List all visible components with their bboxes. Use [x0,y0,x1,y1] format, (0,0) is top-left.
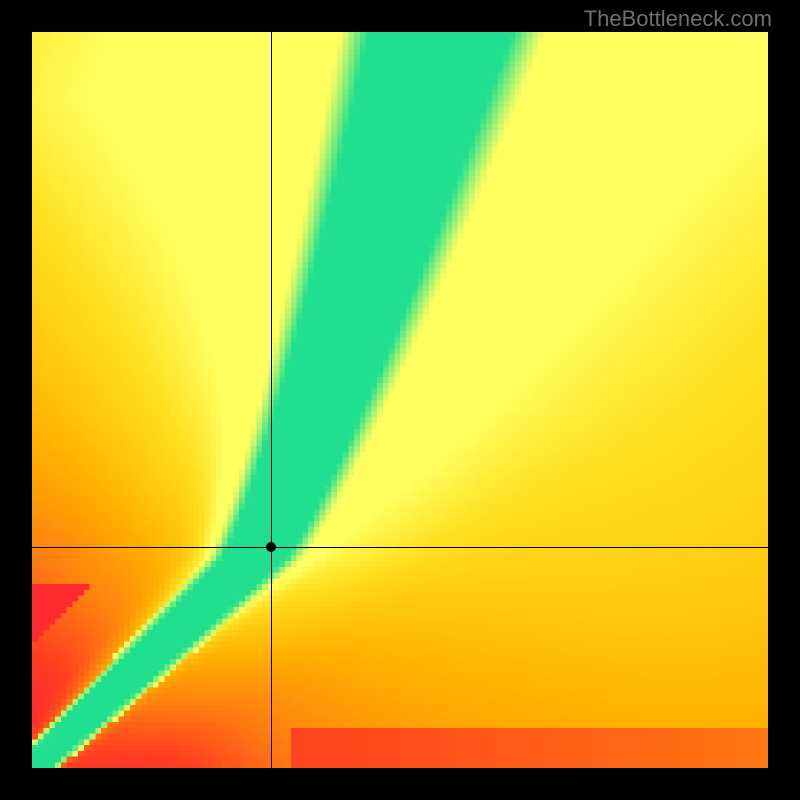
attribution-text: TheBottleneck.com [584,6,772,32]
crosshair-horizontal [32,547,768,548]
bottleneck-heatmap [32,32,768,768]
heatmap-canvas [32,32,768,768]
crosshair-vertical [271,32,272,768]
crosshair-dot [266,542,276,552]
